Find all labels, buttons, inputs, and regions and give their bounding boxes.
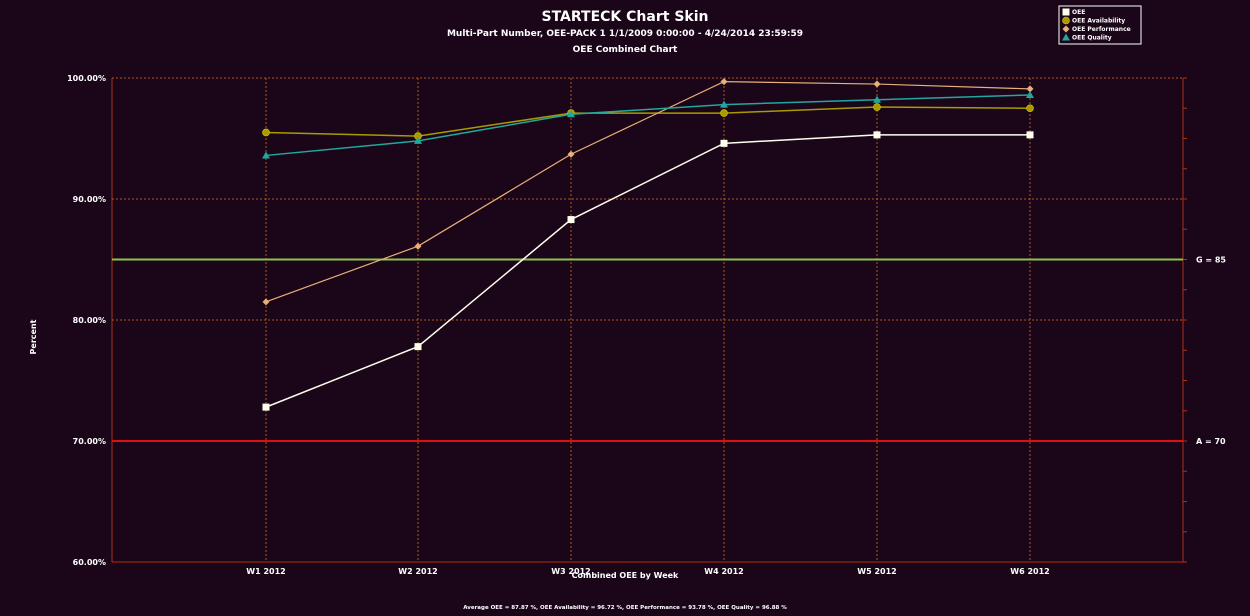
series-line-oee <box>265 134 1030 408</box>
data-point-quality <box>414 136 422 144</box>
data-point-performance <box>720 78 728 86</box>
reference-label: A = 70 <box>1196 437 1226 446</box>
data-point-oee <box>262 403 270 411</box>
reference-label: G = 85 <box>1196 256 1226 265</box>
data-point-availability <box>873 103 881 111</box>
data-point-oee <box>873 131 881 139</box>
data-point-availability <box>1026 104 1034 113</box>
data-point-oee <box>720 139 728 147</box>
legend-label-quality: OEE Quality <box>1072 35 1112 42</box>
data-point-oee <box>1026 131 1034 139</box>
legend-label-performance: OEE Performance <box>1072 26 1131 33</box>
x-tick-label: W2 2012 <box>398 567 437 576</box>
x-tick-label: W6 2012 <box>1010 567 1049 576</box>
x-tick-label: W3 2012 <box>551 567 590 576</box>
series-performance <box>262 78 1034 306</box>
x-tick-label: W5 2012 <box>857 567 896 576</box>
summary-footer: Average OEE = 87.87 %, OEE Availability … <box>463 605 787 611</box>
data-point-performance <box>262 298 270 306</box>
data-point-availability <box>720 109 728 117</box>
y-tick-label: 60.00% <box>73 558 106 567</box>
data-point-quality <box>873 95 881 103</box>
series-oee <box>262 131 1034 411</box>
tick-labels: 60.00% 70.00% 80.00% 90.00% 100.00% W1 2012 W2… <box>67 74 1050 576</box>
chart-name: OEE Combined Chart <box>573 45 678 55</box>
legend-swatch-oee <box>1062 8 1070 16</box>
data-point-performance <box>414 242 422 250</box>
chart-subtitle: Multi-Part Number, OEE-PACK 1 1/1/2009 0… <box>447 29 803 39</box>
data-point-quality <box>567 110 575 118</box>
legend-box <box>1058 5 1142 45</box>
series-line-performance <box>265 81 1031 303</box>
series-line-availability <box>265 106 1031 137</box>
x-tick-label: W4 2012 <box>704 567 743 576</box>
data-point-oee <box>414 343 422 351</box>
y-tick-label: 70.00% <box>73 437 106 446</box>
x-axis-label: Combined OEE by Week <box>572 571 679 580</box>
data-point-quality <box>720 100 728 108</box>
legend-label-availability: OEE Availability <box>1072 18 1125 25</box>
data-point-quality <box>262 151 270 159</box>
data-point-quality <box>1026 90 1034 98</box>
legend-swatch-quality <box>1062 33 1070 41</box>
series-line-quality <box>265 94 1031 157</box>
x-tick-label: W1 2012 <box>246 567 285 576</box>
y-tick-label: 80.00% <box>73 316 106 325</box>
reference-lines: G = 85 A = 70 <box>112 256 1226 446</box>
legend-label-oee: OEE <box>1072 9 1085 16</box>
data-point-performance <box>873 80 881 88</box>
legend-swatch-performance <box>1062 25 1070 33</box>
chart-title: STARTECK Chart Skin <box>542 9 709 25</box>
y-tick-label: 100.00% <box>67 74 106 83</box>
data-point-performance <box>567 150 575 158</box>
legend-swatch-availability <box>1062 16 1070 25</box>
y-tick-label: 90.00% <box>73 195 106 204</box>
series-quality <box>262 90 1034 159</box>
series-layer <box>262 78 1034 411</box>
data-point-availability <box>262 128 270 137</box>
data-point-oee <box>567 216 575 224</box>
y-axis-label: Percent <box>29 319 38 354</box>
data-point-performance <box>1026 85 1034 93</box>
